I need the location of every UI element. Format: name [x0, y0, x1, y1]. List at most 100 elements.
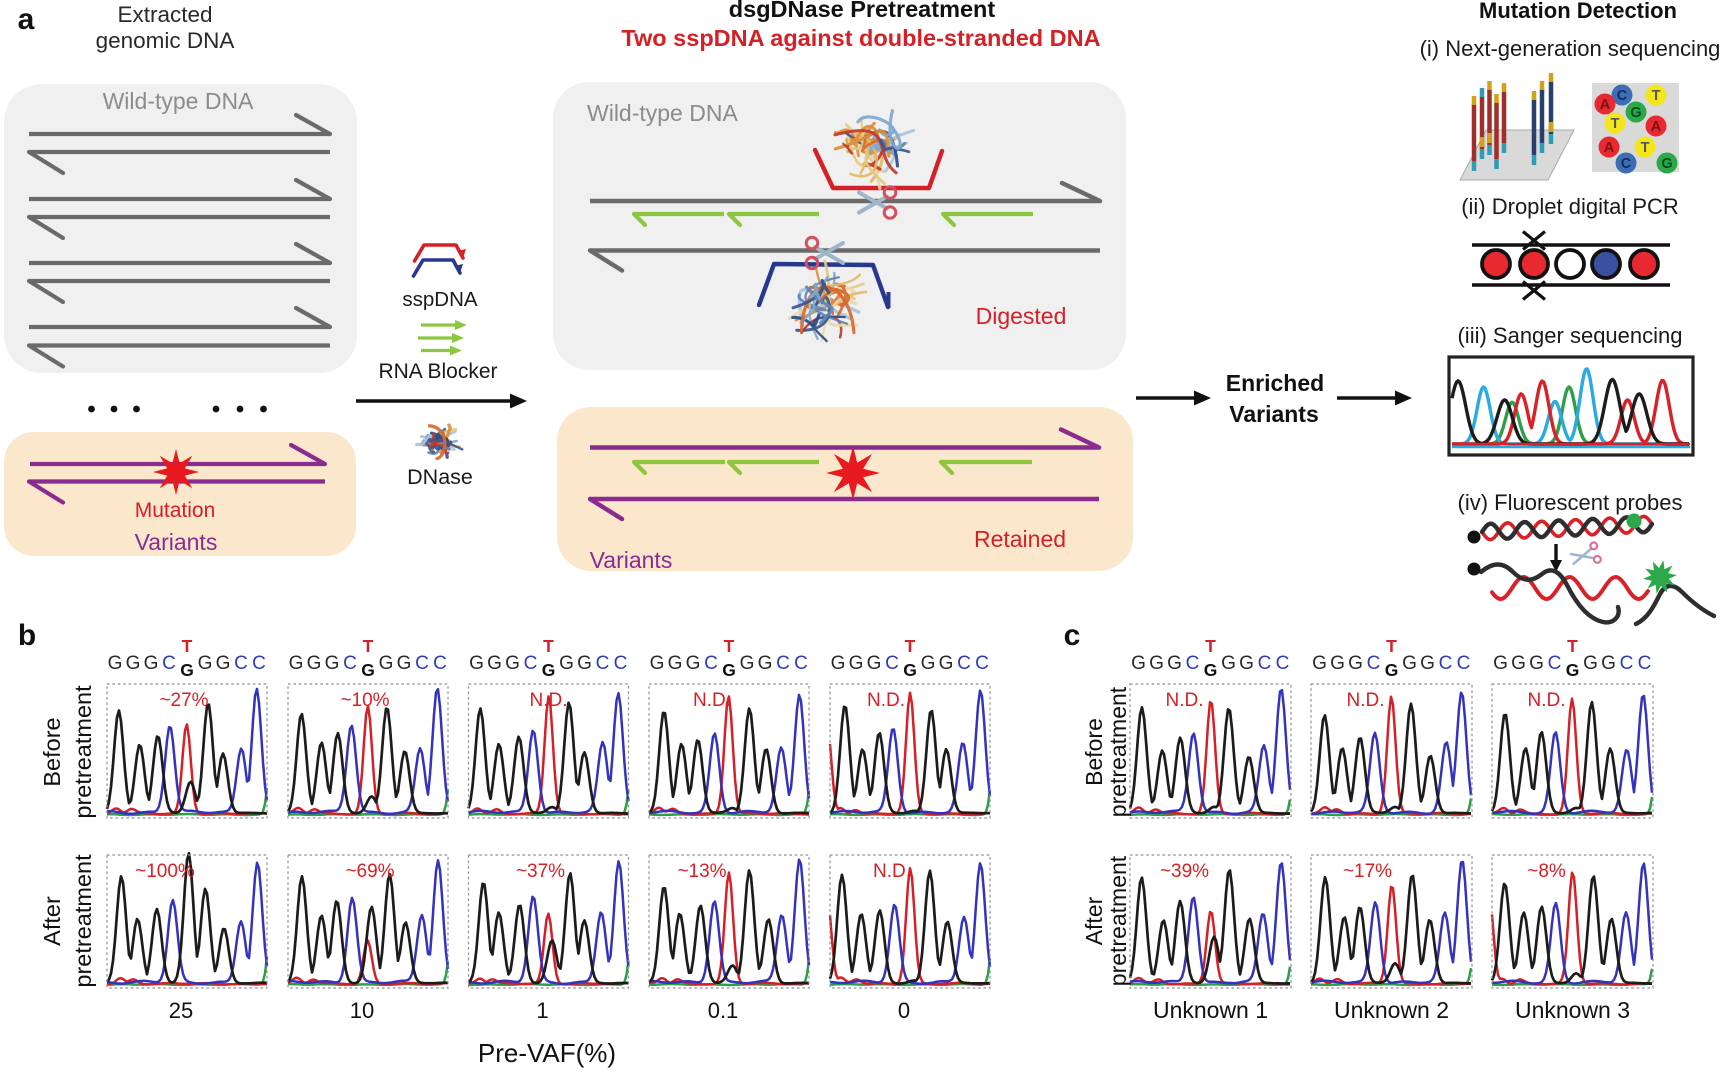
svg-text:G: G — [1601, 653, 1616, 674]
svg-text:~10%: ~10% — [340, 690, 389, 711]
svg-text:G: G — [686, 653, 701, 674]
svg-text:~17%: ~17% — [1343, 861, 1392, 882]
svg-text:C: C — [1258, 653, 1272, 674]
svg-text:0.1: 0.1 — [708, 998, 739, 1023]
svg-text:pretreatment: pretreatment — [1105, 855, 1131, 986]
svg-text:Extracted: Extracted — [117, 2, 212, 27]
svg-text:G: G — [1239, 653, 1254, 674]
svg-text:b: b — [18, 619, 36, 652]
svg-text:C: C — [1548, 653, 1562, 674]
svg-text:G: G — [505, 653, 520, 674]
svg-text:C: C — [1457, 653, 1471, 674]
svg-text:C: C — [885, 653, 899, 674]
svg-text:G: G — [198, 653, 213, 674]
svg-text:Two sspDNA against double-stra: Two sspDNA against double-stranded DNA — [621, 25, 1100, 51]
svg-text:C: C — [1367, 653, 1381, 674]
svg-text:C: C — [162, 653, 176, 674]
svg-text:genomic DNA: genomic DNA — [96, 28, 235, 53]
svg-text:G: G — [126, 653, 141, 674]
svg-text:C: C — [776, 653, 790, 674]
svg-text:N.D.: N.D. — [1166, 690, 1204, 711]
svg-text:(i) Next-generation sequencing: (i) Next-generation sequencing — [1420, 36, 1721, 61]
svg-text:A: A — [1651, 119, 1662, 135]
svg-text:G: G — [921, 653, 936, 674]
svg-text:Unknown 1: Unknown 1 — [1153, 997, 1268, 1023]
svg-text:T: T — [1641, 140, 1650, 156]
svg-text:C: C — [704, 653, 718, 674]
svg-text:After: After — [1081, 896, 1107, 945]
svg-text:C: C — [614, 653, 628, 674]
svg-text:C: C — [234, 653, 248, 674]
svg-text:10: 10 — [350, 998, 374, 1023]
svg-text:pretreatment: pretreatment — [70, 685, 96, 819]
svg-text:Variants: Variants — [1229, 401, 1319, 427]
svg-text:Wild-type DNA: Wild-type DNA — [587, 100, 738, 126]
svg-text:C: C — [957, 653, 971, 674]
svg-text:C: C — [1620, 653, 1634, 674]
svg-text:C: C — [596, 653, 610, 674]
svg-text:G: G — [1221, 653, 1236, 674]
svg-text:G: G — [939, 653, 954, 674]
svg-text:G: G — [1348, 653, 1363, 674]
svg-text:G: G — [216, 653, 231, 674]
svg-text:C: C — [524, 653, 538, 674]
svg-text:sspDNA: sspDNA — [402, 288, 478, 311]
svg-text:N.D.: N.D. — [1347, 690, 1385, 711]
svg-text:Wild-type DNA: Wild-type DNA — [103, 88, 254, 114]
svg-text:G: G — [1330, 653, 1345, 674]
svg-text:G: G — [740, 653, 755, 674]
svg-text:N.D.: N.D. — [873, 861, 911, 882]
svg-text:Unknown 2: Unknown 2 — [1334, 997, 1449, 1023]
svg-text:G: G — [1493, 653, 1508, 674]
svg-text:Before: Before — [1081, 718, 1107, 786]
svg-text:N.D.: N.D. — [530, 690, 568, 711]
svg-text:(iv) Fluorescent probes: (iv) Fluorescent probes — [1458, 490, 1683, 515]
svg-text:T: T — [1386, 636, 1397, 656]
svg-text:G: G — [722, 660, 736, 680]
svg-text:G: G — [108, 653, 123, 674]
svg-text:~13%: ~13% — [677, 861, 726, 882]
svg-text:G: G — [867, 653, 882, 674]
svg-text:dsgDNase Pretreatment: dsgDNase Pretreatment — [729, 0, 996, 22]
svg-text:G: G — [577, 653, 592, 674]
svg-text:c: c — [1064, 619, 1081, 652]
svg-text:C: C — [252, 653, 266, 674]
svg-text:G: G — [180, 660, 194, 680]
svg-text:G: G — [1167, 653, 1182, 674]
svg-text:Variants: Variants — [135, 529, 218, 555]
svg-text:C: C — [415, 653, 429, 674]
svg-text:C: C — [975, 653, 989, 674]
svg-text:T: T — [1652, 88, 1661, 104]
svg-text:C: C — [1638, 653, 1652, 674]
svg-text:C: C — [343, 653, 357, 674]
svg-text:G: G — [849, 653, 864, 674]
svg-text:(ii) Droplet digital PCR: (ii) Droplet digital PCR — [1461, 194, 1679, 219]
svg-text:A: A — [1604, 140, 1615, 156]
svg-text:G: G — [307, 653, 322, 674]
svg-text:1: 1 — [536, 998, 548, 1023]
svg-text:T: T — [363, 636, 374, 656]
svg-text:G: G — [379, 653, 394, 674]
svg-text:G: G — [469, 653, 484, 674]
svg-text:G: G — [1204, 660, 1218, 680]
svg-text:G: G — [650, 653, 665, 674]
svg-text:G: G — [1312, 653, 1327, 674]
svg-text:G: G — [1661, 156, 1672, 172]
svg-text:G: G — [758, 653, 773, 674]
svg-text:G: G — [397, 653, 412, 674]
svg-text:Pre-VAF(%): Pre-VAF(%) — [478, 1038, 616, 1068]
svg-text:~69%: ~69% — [345, 861, 394, 882]
svg-text:~8%: ~8% — [1527, 861, 1566, 882]
svg-text:After: After — [39, 896, 65, 946]
svg-text:Retained: Retained — [974, 526, 1066, 552]
svg-text:G: G — [1131, 653, 1146, 674]
svg-text:G: G — [903, 660, 917, 680]
svg-text:~100%: ~100% — [135, 861, 195, 882]
svg-text:(iii) Sanger sequencing: (iii) Sanger sequencing — [1457, 323, 1682, 348]
svg-text:G: G — [1149, 653, 1164, 674]
svg-text:T: T — [1611, 116, 1620, 132]
svg-text:C: C — [1186, 653, 1200, 674]
svg-text:T: T — [1205, 636, 1216, 656]
svg-text:G: G — [542, 660, 556, 680]
svg-text:G: G — [289, 653, 304, 674]
